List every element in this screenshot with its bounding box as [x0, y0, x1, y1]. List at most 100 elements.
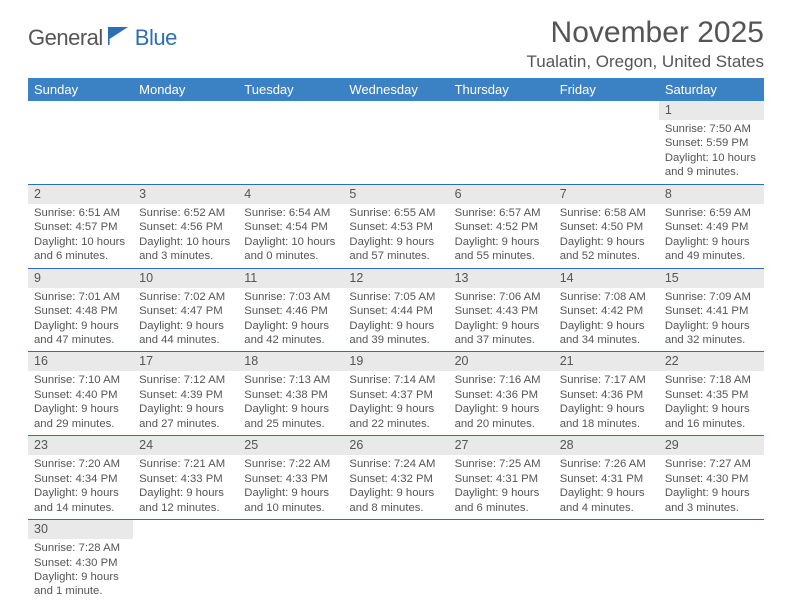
- day-cell: 1Sunrise: 7:50 AMSunset: 5:59 PMDaylight…: [659, 101, 764, 184]
- day-details: Sunrise: 7:01 AMSunset: 4:48 PMDaylight:…: [28, 288, 133, 352]
- sunrise-text: Sunrise: 7:06 AM: [455, 290, 548, 304]
- day-details: Sunrise: 7:27 AMSunset: 4:30 PMDaylight:…: [659, 455, 764, 519]
- day2-text: and 22 minutes.: [349, 417, 442, 431]
- dow-friday: Friday: [554, 78, 659, 101]
- day2-text: and 39 minutes.: [349, 333, 442, 347]
- week-row: 30Sunrise: 7:28 AMSunset: 4:30 PMDayligh…: [28, 520, 764, 603]
- sunrise-text: Sunrise: 7:09 AM: [665, 290, 758, 304]
- weekday-header-row: Sunday Monday Tuesday Wednesday Thursday…: [28, 78, 764, 101]
- sunrise-text: Sunrise: 7:26 AM: [560, 457, 653, 471]
- day1-text: Daylight: 9 hours: [349, 486, 442, 500]
- sunset-text: Sunset: 4:37 PM: [349, 388, 442, 402]
- day1-text: Daylight: 10 hours: [665, 151, 758, 165]
- day-details: Sunrise: 7:13 AMSunset: 4:38 PMDaylight:…: [238, 371, 343, 435]
- day1-text: Daylight: 9 hours: [560, 319, 653, 333]
- day-details: Sunrise: 7:50 AMSunset: 5:59 PMDaylight:…: [659, 120, 764, 184]
- day-cell: 8Sunrise: 6:59 AMSunset: 4:49 PMDaylight…: [659, 184, 764, 268]
- sunset-text: Sunset: 4:54 PM: [244, 220, 337, 234]
- day-details: Sunrise: 6:58 AMSunset: 4:50 PMDaylight:…: [554, 204, 659, 268]
- day-details: Sunrise: 7:17 AMSunset: 4:36 PMDaylight:…: [554, 371, 659, 435]
- day2-text: and 47 minutes.: [34, 333, 127, 347]
- day2-text: and 16 minutes.: [665, 417, 758, 431]
- day-cell: 21Sunrise: 7:17 AMSunset: 4:36 PMDayligh…: [554, 352, 659, 436]
- sunrise-text: Sunrise: 6:54 AM: [244, 206, 337, 220]
- sunrise-text: Sunrise: 7:01 AM: [34, 290, 127, 304]
- day-cell: 13Sunrise: 7:06 AMSunset: 4:43 PMDayligh…: [449, 268, 554, 352]
- day2-text: and 34 minutes.: [560, 333, 653, 347]
- day-details: Sunrise: 7:20 AMSunset: 4:34 PMDaylight:…: [28, 455, 133, 519]
- sunrise-text: Sunrise: 6:57 AM: [455, 206, 548, 220]
- flag-icon: [106, 24, 132, 51]
- day2-text: and 42 minutes.: [244, 333, 337, 347]
- day-details: Sunrise: 6:57 AMSunset: 4:52 PMDaylight:…: [449, 204, 554, 268]
- day1-text: Daylight: 9 hours: [665, 235, 758, 249]
- day-cell: 3Sunrise: 6:52 AMSunset: 4:56 PMDaylight…: [133, 184, 238, 268]
- sunset-text: Sunset: 4:48 PM: [34, 304, 127, 318]
- dow-sunday: Sunday: [28, 78, 133, 101]
- sunrise-text: Sunrise: 7:03 AM: [244, 290, 337, 304]
- day-cell: 10Sunrise: 7:02 AMSunset: 4:47 PMDayligh…: [133, 268, 238, 352]
- day1-text: Daylight: 9 hours: [34, 570, 127, 584]
- day-details: Sunrise: 7:12 AMSunset: 4:39 PMDaylight:…: [133, 371, 238, 435]
- day-cell: [343, 520, 448, 603]
- day-cell: 30Sunrise: 7:28 AMSunset: 4:30 PMDayligh…: [28, 520, 133, 603]
- day2-text: and 3 minutes.: [139, 249, 232, 263]
- day-cell: 23Sunrise: 7:20 AMSunset: 4:34 PMDayligh…: [28, 436, 133, 520]
- sunset-text: Sunset: 4:36 PM: [455, 388, 548, 402]
- day1-text: Daylight: 9 hours: [34, 402, 127, 416]
- day-cell: 2Sunrise: 6:51 AMSunset: 4:57 PMDaylight…: [28, 184, 133, 268]
- day-cell: 16Sunrise: 7:10 AMSunset: 4:40 PMDayligh…: [28, 352, 133, 436]
- sunset-text: Sunset: 4:34 PM: [34, 472, 127, 486]
- day-cell: 7Sunrise: 6:58 AMSunset: 4:50 PMDaylight…: [554, 184, 659, 268]
- day-cell: 5Sunrise: 6:55 AMSunset: 4:53 PMDaylight…: [343, 184, 448, 268]
- day-number: 14: [554, 269, 659, 288]
- day1-text: Daylight: 9 hours: [560, 402, 653, 416]
- dow-saturday: Saturday: [659, 78, 764, 101]
- day1-text: Daylight: 9 hours: [244, 402, 337, 416]
- day-cell: 12Sunrise: 7:05 AMSunset: 4:44 PMDayligh…: [343, 268, 448, 352]
- sunset-text: Sunset: 4:30 PM: [665, 472, 758, 486]
- sunrise-text: Sunrise: 7:05 AM: [349, 290, 442, 304]
- sunset-text: Sunset: 4:41 PM: [665, 304, 758, 318]
- dow-tuesday: Tuesday: [238, 78, 343, 101]
- day1-text: Daylight: 9 hours: [455, 402, 548, 416]
- day-details: Sunrise: 7:03 AMSunset: 4:46 PMDaylight:…: [238, 288, 343, 352]
- day-number: 4: [238, 185, 343, 204]
- day-cell: 27Sunrise: 7:25 AMSunset: 4:31 PMDayligh…: [449, 436, 554, 520]
- sunset-text: Sunset: 4:43 PM: [455, 304, 548, 318]
- day-number: 13: [449, 269, 554, 288]
- day2-text: and 27 minutes.: [139, 417, 232, 431]
- logo-text-general: General: [28, 25, 103, 51]
- week-row: 9Sunrise: 7:01 AMSunset: 4:48 PMDaylight…: [28, 268, 764, 352]
- day-cell: 18Sunrise: 7:13 AMSunset: 4:38 PMDayligh…: [238, 352, 343, 436]
- day2-text: and 44 minutes.: [139, 333, 232, 347]
- sunset-text: Sunset: 4:39 PM: [139, 388, 232, 402]
- day-number: 24: [133, 436, 238, 455]
- sunset-text: Sunset: 4:40 PM: [34, 388, 127, 402]
- sunrise-text: Sunrise: 7:25 AM: [455, 457, 548, 471]
- day2-text: and 8 minutes.: [349, 501, 442, 515]
- sunset-text: Sunset: 4:42 PM: [560, 304, 653, 318]
- day-number: 2: [28, 185, 133, 204]
- day1-text: Daylight: 9 hours: [455, 486, 548, 500]
- sunrise-text: Sunrise: 7:16 AM: [455, 373, 548, 387]
- day2-text: and 52 minutes.: [560, 249, 653, 263]
- day2-text: and 18 minutes.: [560, 417, 653, 431]
- day-details: Sunrise: 6:55 AMSunset: 4:53 PMDaylight:…: [343, 204, 448, 268]
- day-details: Sunrise: 7:05 AMSunset: 4:44 PMDaylight:…: [343, 288, 448, 352]
- day-cell: 9Sunrise: 7:01 AMSunset: 4:48 PMDaylight…: [28, 268, 133, 352]
- day-cell: 15Sunrise: 7:09 AMSunset: 4:41 PMDayligh…: [659, 268, 764, 352]
- day2-text: and 37 minutes.: [455, 333, 548, 347]
- day-number: 22: [659, 352, 764, 371]
- sunset-text: Sunset: 4:33 PM: [139, 472, 232, 486]
- day1-text: Daylight: 10 hours: [244, 235, 337, 249]
- day1-text: Daylight: 9 hours: [665, 486, 758, 500]
- logo-text-blue: Blue: [135, 25, 177, 51]
- sunrise-text: Sunrise: 7:28 AM: [34, 541, 127, 555]
- day-cell: [238, 520, 343, 603]
- day-number: 16: [28, 352, 133, 371]
- day2-text: and 6 minutes.: [34, 249, 127, 263]
- day2-text: and 25 minutes.: [244, 417, 337, 431]
- sunset-text: Sunset: 4:31 PM: [560, 472, 653, 486]
- sunrise-text: Sunrise: 6:58 AM: [560, 206, 653, 220]
